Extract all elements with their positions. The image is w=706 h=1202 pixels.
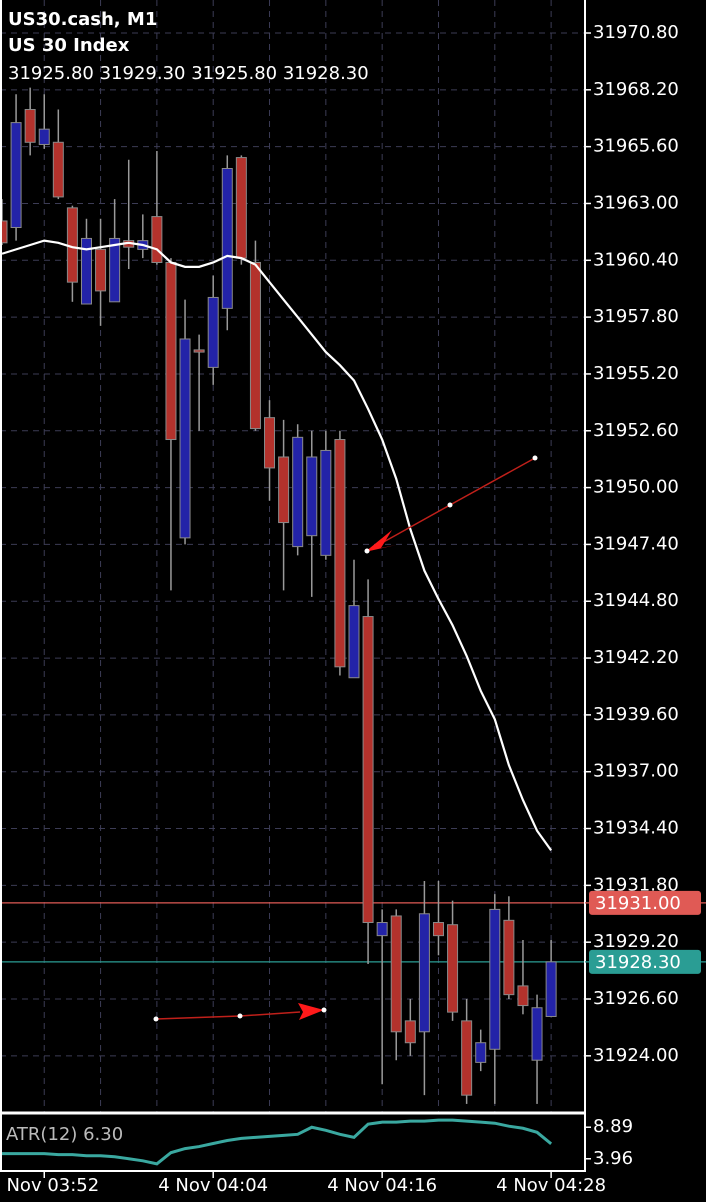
x-tick-label: 4 Nov 04:28 bbox=[496, 1175, 606, 1196]
arrow-annotation bbox=[153, 1003, 327, 1022]
candle-body bbox=[249, 261, 261, 430]
candle-body bbox=[10, 122, 22, 229]
candle-body bbox=[489, 908, 501, 1050]
arrow-point bbox=[447, 502, 453, 508]
candle-body bbox=[52, 141, 64, 198]
candle-body bbox=[235, 157, 247, 259]
candle-body bbox=[461, 1020, 473, 1096]
symbol-title: US30.cash, M1 bbox=[8, 9, 157, 30]
candle-body bbox=[278, 456, 290, 524]
candle-body bbox=[109, 237, 121, 303]
x-tick-label: 4 Nov 04:04 bbox=[158, 1175, 268, 1196]
arrow-head bbox=[298, 1003, 324, 1020]
x-tick-label: 4 Nov 03:52 bbox=[0, 1175, 99, 1196]
candle-body bbox=[80, 237, 92, 305]
arrow-annotation bbox=[364, 455, 538, 554]
candle-body bbox=[390, 915, 402, 1033]
y-tick-label: 31950.00 bbox=[593, 477, 679, 498]
candle-body bbox=[418, 913, 430, 1033]
y-tick-label: 31926.60 bbox=[593, 988, 679, 1009]
y-tick-label: 31965.60 bbox=[593, 136, 679, 157]
y-tick-label: 31944.80 bbox=[593, 590, 679, 611]
y-tick-label: 31960.40 bbox=[593, 249, 679, 270]
atr-plot-area bbox=[2, 1118, 553, 1166]
candle-body bbox=[38, 128, 50, 145]
arrow-point bbox=[153, 1016, 159, 1022]
plot-area bbox=[0, 87, 585, 1104]
y-tick-label: 31931.80 bbox=[593, 874, 679, 895]
y-tick-label: 31963.00 bbox=[593, 192, 679, 213]
candle-body bbox=[320, 449, 332, 556]
price-label-box bbox=[589, 949, 701, 974]
y-tick-label: 31937.00 bbox=[593, 761, 679, 782]
arrow-point bbox=[364, 548, 370, 554]
candle-body bbox=[264, 417, 276, 469]
candle-body bbox=[292, 436, 304, 548]
candle-body bbox=[447, 924, 459, 1013]
candle-body bbox=[151, 216, 163, 263]
x-tick-label: 4 Nov 04:16 bbox=[327, 1175, 437, 1196]
y-tick-label: 31942.20 bbox=[593, 647, 679, 668]
candle-body bbox=[165, 261, 177, 441]
arrow-point bbox=[321, 1007, 327, 1013]
indicator-title: ATR(12) 6.30 bbox=[6, 1124, 123, 1145]
candle-body bbox=[24, 108, 36, 143]
candle-body bbox=[531, 1007, 543, 1061]
arrow-point bbox=[237, 1013, 243, 1019]
candle-body bbox=[306, 456, 318, 537]
y-tick-label: 31955.20 bbox=[593, 363, 679, 384]
arrow-head bbox=[365, 530, 396, 552]
indicator-line bbox=[2, 1118, 553, 1166]
price-label-box bbox=[589, 890, 701, 915]
candle-body bbox=[404, 1020, 416, 1044]
price-label: 31928.30 bbox=[595, 952, 681, 973]
candle-body bbox=[334, 439, 346, 668]
y-tick-label: 8.89 bbox=[593, 1116, 633, 1137]
y-tick-label: 31939.60 bbox=[593, 704, 679, 725]
y-tick-label: 3.96 bbox=[593, 1148, 633, 1169]
y-tick-label: 31968.20 bbox=[593, 79, 679, 100]
y-tick-label: 31952.60 bbox=[593, 420, 679, 441]
y-tick-label: 31947.40 bbox=[593, 533, 679, 554]
ohlc-text: 31925.80 31929.30 31925.80 31928.30 bbox=[8, 63, 369, 84]
y-tick-label: 31934.40 bbox=[593, 818, 679, 839]
candle-body bbox=[545, 961, 557, 1017]
candle-body bbox=[348, 605, 360, 679]
price-label: 31931.00 bbox=[595, 893, 681, 914]
symbol-subtitle: US 30 Index bbox=[8, 35, 130, 56]
candle-body bbox=[95, 248, 107, 292]
candle-body bbox=[517, 985, 529, 1007]
candle-body bbox=[475, 1042, 487, 1063]
candle-body bbox=[207, 296, 219, 368]
y-tick-label: 31924.00 bbox=[593, 1045, 679, 1066]
candle-body bbox=[179, 338, 191, 539]
arrow-point bbox=[532, 455, 538, 461]
candle-body bbox=[193, 349, 205, 353]
moving-average bbox=[1, 239, 553, 852]
candle-body bbox=[362, 616, 374, 924]
candle-body bbox=[432, 922, 444, 937]
candle-body bbox=[503, 919, 515, 996]
candle-body bbox=[221, 168, 233, 309]
candle-body bbox=[376, 922, 388, 937]
y-tick-label: 31929.20 bbox=[593, 931, 679, 952]
y-tick-label: 31957.80 bbox=[593, 306, 679, 327]
y-tick-label: 31970.80 bbox=[593, 22, 679, 43]
